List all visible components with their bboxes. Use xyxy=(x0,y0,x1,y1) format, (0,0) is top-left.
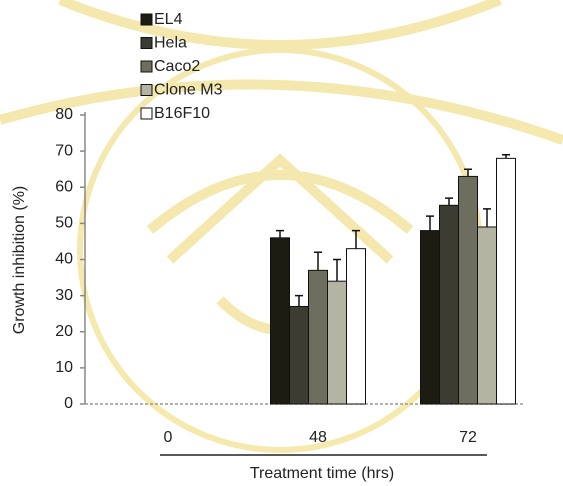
legend-label: Hela xyxy=(154,35,187,52)
error-bar xyxy=(276,229,284,238)
y-tick-label: 60 xyxy=(55,178,73,195)
legend-marker xyxy=(140,37,153,49)
bar xyxy=(477,226,497,405)
bar xyxy=(327,280,347,405)
error-bar xyxy=(502,153,510,159)
bar xyxy=(308,269,328,405)
error-bar xyxy=(352,229,360,249)
y-tick-label: 80 xyxy=(55,106,73,123)
error-bar xyxy=(464,168,472,177)
legend-marker xyxy=(140,107,153,120)
x-axis-label: Treatment time (hrs) xyxy=(250,465,394,482)
y-tick-label: 30 xyxy=(55,287,73,304)
error-bar xyxy=(483,208,491,227)
y-axis-label: Growth inhibition (%) xyxy=(11,186,28,335)
error-bar xyxy=(295,294,303,307)
y-tick-label: 10 xyxy=(55,359,73,376)
bar xyxy=(420,230,440,405)
bar xyxy=(270,237,290,405)
legend-marker xyxy=(140,60,153,73)
y-tick-label: 40 xyxy=(55,251,73,268)
legend-label: B16F10 xyxy=(154,105,210,122)
y-tick-label: 50 xyxy=(55,215,73,232)
error-bar xyxy=(333,258,341,282)
error-bar xyxy=(445,197,453,206)
y-tick-label: 70 xyxy=(55,142,73,159)
bar xyxy=(439,204,459,405)
x-tick-label: 0 xyxy=(164,429,173,446)
legend-marker xyxy=(140,13,153,26)
legend-label: Clone M3 xyxy=(154,82,223,99)
x-tick-label: 48 xyxy=(309,429,327,446)
y-tick-label: 20 xyxy=(55,323,73,340)
legend-label: EL4 xyxy=(154,11,183,28)
error-bar xyxy=(314,251,322,271)
bar xyxy=(346,248,366,405)
x-tick-label: 72 xyxy=(459,429,477,446)
bar xyxy=(496,157,516,405)
bar xyxy=(458,175,478,405)
legend-marker xyxy=(140,84,153,96)
bar xyxy=(289,305,309,405)
error-bar xyxy=(426,215,434,231)
legend-label: Caco2 xyxy=(154,58,200,75)
watermark xyxy=(0,0,563,453)
y-tick-label: 0 xyxy=(64,395,73,412)
